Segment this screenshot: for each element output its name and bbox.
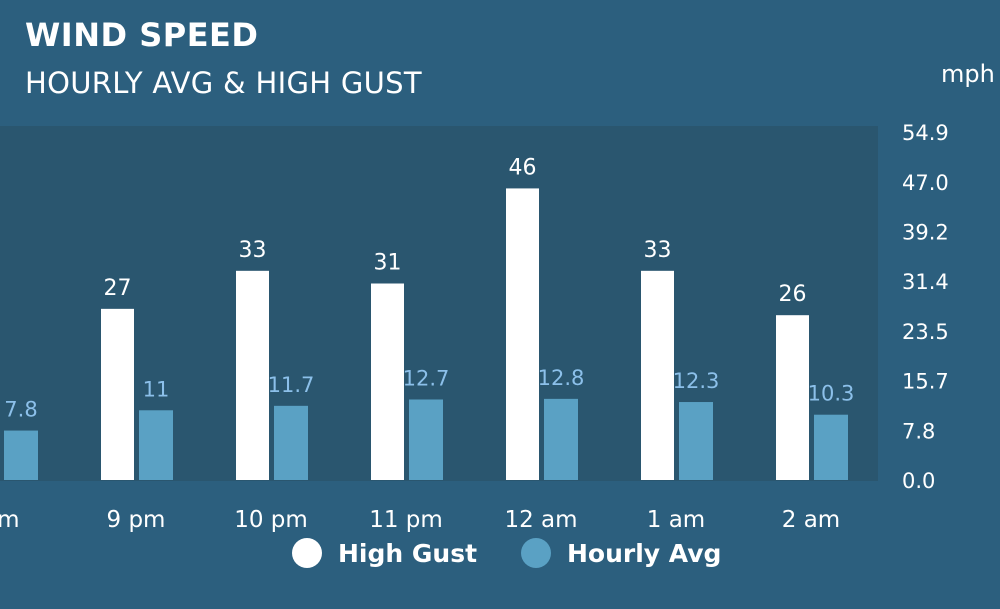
high-gust-data-label: 26 (779, 282, 807, 307)
x-category-label: 11 pm (369, 507, 443, 533)
legend-swatch-hourly-avg (521, 538, 551, 568)
hourly-avg-bar (139, 410, 173, 480)
hourly-avg-data-label: 12.3 (673, 369, 720, 393)
hourly-avg-data-label: 10.3 (808, 382, 855, 406)
high-gust-bar (641, 270, 674, 480)
hourly-avg-data-label: 11 (143, 377, 170, 401)
hourly-avg-data-label: 12.7 (403, 366, 450, 390)
legend-item-hourly-avg: Hourly Avg (521, 538, 721, 568)
y-tick-label: 47.0 (902, 171, 949, 195)
y-tick-label: 39.2 (902, 221, 949, 245)
x-category-label: 2 am (782, 507, 840, 533)
high-gust-bar (101, 308, 134, 480)
high-gust-bar (776, 315, 809, 480)
hourly-avg-bar (4, 430, 38, 480)
hourly-avg-bar (679, 402, 713, 480)
hourly-avg-bar (409, 399, 443, 480)
legend-label-hourly-avg: Hourly Avg (567, 538, 722, 568)
high-gust-bar (371, 283, 404, 480)
hourly-avg-data-label: 7.8 (4, 398, 37, 422)
hourly-avg-data-label: 12.8 (538, 366, 585, 390)
hourly-avg-data-label: 11.7 (268, 373, 315, 397)
high-gust-bar (236, 270, 269, 480)
high-gust-data-label: 33 (644, 238, 672, 263)
y-axis-unit-label: mph (941, 60, 995, 88)
y-tick-label: 31.4 (902, 270, 949, 294)
y-tick-label: 54.9 (902, 121, 949, 145)
high-gust-data-label: 27 (104, 276, 132, 301)
y-tick-label: 23.5 (902, 320, 949, 344)
legend-swatch-high-gust (292, 538, 322, 568)
legend-label-high-gust: High Gust (338, 538, 478, 568)
x-category-label: 1 am (647, 507, 705, 533)
x-category-label: 12 am (504, 507, 577, 533)
high-gust-bar (506, 188, 539, 481)
high-gust-data-label: 33 (239, 238, 267, 263)
y-tick-label: 7.8 (902, 420, 935, 444)
x-category-label: pm (0, 507, 20, 533)
chart-legend: High Gust Hourly Avg (0, 538, 1000, 578)
hourly-avg-bar (274, 405, 308, 480)
chart-subtitle: HOURLY AVG & HIGH GUST (25, 66, 422, 100)
high-gust-data-label: 31 (374, 250, 402, 275)
high-gust-data-label: 46 (509, 155, 537, 180)
y-tick-label: 15.7 (902, 369, 949, 393)
hourly-avg-bar (814, 414, 848, 480)
chart-title: WIND SPEED (25, 16, 259, 54)
x-category-label: 10 pm (234, 507, 308, 533)
hourly-avg-bar (544, 398, 578, 480)
legend-item-high-gust: High Gust (292, 538, 477, 568)
y-tick-label: 0.0 (902, 469, 935, 493)
x-category-label: 9 pm (107, 507, 166, 533)
